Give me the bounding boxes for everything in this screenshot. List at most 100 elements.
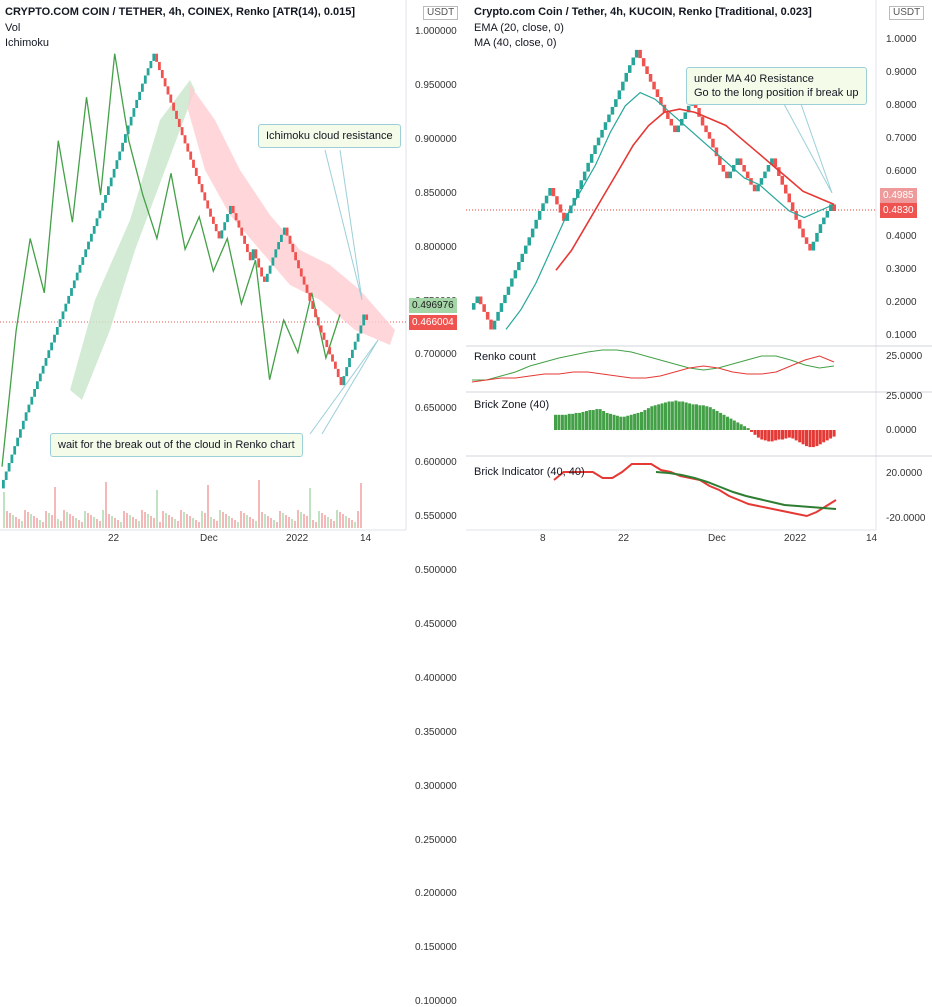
left-volume-bar-63 <box>192 518 194 528</box>
left-volume-bar-26 <box>81 522 83 528</box>
left-volume-bar-95 <box>288 517 290 528</box>
right-last-price-gray: 0.4985 <box>880 188 917 203</box>
right-renko-brick-83 <box>759 178 764 185</box>
right-renko-brick-31 <box>579 180 583 190</box>
left-renko-brick-22 <box>64 303 68 312</box>
left-renko-brick-87 <box>248 252 252 261</box>
left-volume-bar-104 <box>315 522 317 528</box>
left-renko-brick-43 <box>124 134 127 143</box>
left-indicator-ichimoku: Ichimoku <box>5 37 50 49</box>
left-renko-brick-20 <box>58 319 62 327</box>
right-ma-line <box>555 108 835 271</box>
right-renko-brick-76 <box>735 158 739 165</box>
left-volume-bar-55 <box>168 515 170 528</box>
right-renko-brick-3 <box>482 304 486 312</box>
left-renko-brick-53 <box>152 53 156 61</box>
left-volume-bar-6 <box>21 521 23 528</box>
left-callout-cloud-resistance: Ichimoku cloud resistance <box>258 124 401 148</box>
left-renko-brick-81 <box>231 205 235 214</box>
left-renko-brick-23 <box>67 295 71 304</box>
left-renko-brick-1 <box>4 471 8 480</box>
left-currency-label[interactable]: USDT <box>423 6 459 20</box>
left-volume-bar-67 <box>204 513 206 528</box>
left-volume-bar-107 <box>324 515 326 528</box>
brick-zone-bar-25 <box>640 411 643 431</box>
right-price-tick-8: 0.2000 <box>886 297 917 309</box>
left-volume-bar-43 <box>132 517 134 528</box>
brick-zone-bar-16 <box>609 413 612 430</box>
left-volume-bar-18 <box>57 519 59 528</box>
left-volume-bar-74 <box>225 514 227 528</box>
left-renko-brick-126 <box>359 325 363 334</box>
left-volume-bar-108 <box>327 517 329 528</box>
left-price-tick-15: 0.250000 <box>415 834 457 846</box>
left-volume-bar-46 <box>141 510 143 528</box>
right-renko-brick-104 <box>832 204 836 211</box>
right-renko-brick-94 <box>797 219 802 229</box>
right-renko-brick-21 <box>544 195 549 204</box>
left-volume-bar-8 <box>27 512 29 528</box>
right-renko-brick-100 <box>818 224 823 233</box>
right-renko-brick-72 <box>721 165 726 172</box>
left-volume-bar-28 <box>87 513 89 528</box>
left-renko-brick-95 <box>271 257 275 266</box>
right-renko-brick-93 <box>794 211 798 220</box>
right-price-tick-0: 1.0000 <box>886 34 917 45</box>
brick-zone-bar-45 <box>708 407 712 430</box>
left-renko-brick-30 <box>87 241 90 250</box>
left-volume-bar-78 <box>237 522 239 528</box>
right-renko-brick-35 <box>593 145 597 154</box>
left-renko-brick-116 <box>331 354 334 362</box>
right-renko-brick-10 <box>506 286 511 295</box>
left-renko-brick-63 <box>180 127 184 136</box>
right-chart-panel[interactable]: Crypto.com Coin / Tether, 4h, KUCOIN, Re… <box>466 0 932 550</box>
left-volume-bar-75 <box>228 516 230 528</box>
left-volume-bar-2 <box>9 513 11 528</box>
left-chart-canvas[interactable] <box>0 0 466 550</box>
right-renko-brick-78 <box>742 165 746 172</box>
left-renko-brick-112 <box>319 325 323 333</box>
right-currency-label[interactable]: USDT <box>889 6 925 20</box>
left-renko-brick-24 <box>70 288 73 296</box>
right-renko-brick-92 <box>790 202 795 212</box>
left-renko-brick-67 <box>192 159 195 168</box>
left-chart-panel[interactable]: CRYPTO.COM COIN / TETHER, 4h, COINEX, Re… <box>0 0 466 1007</box>
renko-count-red <box>471 355 835 383</box>
brick-zone-bar-41 <box>695 404 698 430</box>
brick-zone-label: Brick Zone (40) <box>474 399 550 411</box>
left-renko-brick-15 <box>44 358 48 366</box>
left-volume-bar-23 <box>72 516 74 528</box>
left-renko-brick-109 <box>311 300 315 309</box>
left-callout-pointer-bottom <box>309 339 379 435</box>
right-renko-brick-57 <box>669 118 674 126</box>
brick-zone-bar-14 <box>602 411 606 430</box>
right-renko-brick-18 <box>534 219 538 229</box>
brick-zone-bar-1 <box>557 414 561 430</box>
left-renko-brick-0 <box>2 479 5 489</box>
right-renko-brick-90 <box>784 184 788 194</box>
left-renko-brick-72 <box>206 200 210 209</box>
right-price-tick-3: 0.7000 <box>886 132 917 144</box>
left-xtick-3: 14 <box>360 533 372 544</box>
left-volume-bar-20 <box>63 510 65 528</box>
left-renko-brick-101 <box>288 235 292 244</box>
left-renko-brick-70 <box>200 184 204 193</box>
left-volume-bar-57 <box>174 519 176 528</box>
brick-zone-bar-54 <box>739 424 743 430</box>
brick-zone-bar-21 <box>626 415 630 431</box>
left-volume-bar-25 <box>78 520 80 528</box>
left-volume-bar-17 <box>54 487 56 528</box>
left-volume-bar-103 <box>312 520 314 528</box>
right-renko-brick-33 <box>586 162 590 172</box>
left-renko-brick-74 <box>212 216 215 224</box>
left-volume-bar-110 <box>333 521 335 528</box>
right-renko-brick-17 <box>530 228 535 238</box>
brick-zone-bar-31 <box>660 403 664 430</box>
left-volume-bar-30 <box>93 517 95 528</box>
left-volume-bar-71 <box>216 521 218 528</box>
left-volume-bar-22 <box>69 514 71 528</box>
left-renko-brick-108 <box>308 292 312 301</box>
left-volume-bar-54 <box>165 513 167 528</box>
left-renko-brick-50 <box>143 75 147 84</box>
left-renko-brick-47 <box>135 99 139 108</box>
